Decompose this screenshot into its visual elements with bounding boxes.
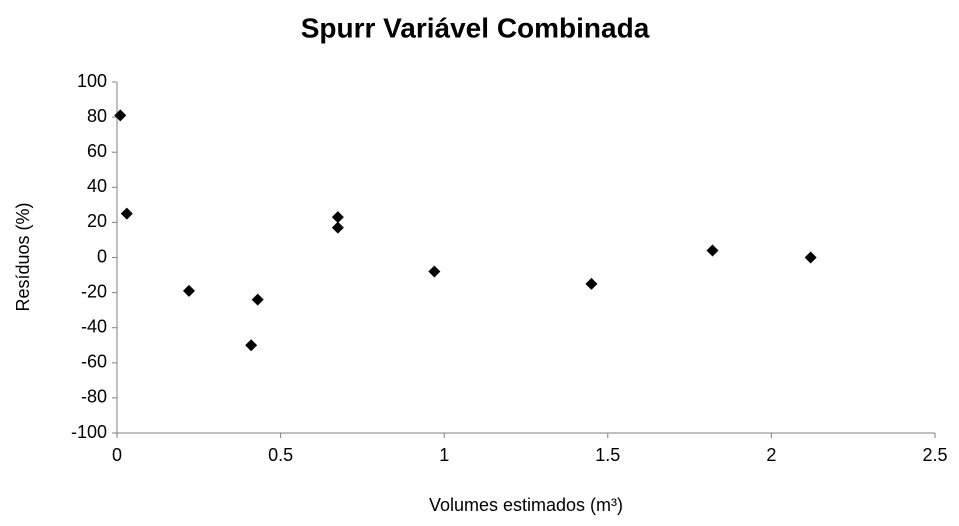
x-tick-label: 0.5 [268, 445, 293, 465]
y-tick-label: -100 [71, 422, 107, 442]
x-tick-label: 2 [766, 445, 776, 465]
y-tick-label: -20 [81, 281, 107, 301]
y-tick-label: 20 [87, 211, 107, 231]
point [114, 109, 127, 122]
y-tick-label: -80 [81, 387, 107, 407]
point [331, 211, 344, 224]
point [251, 293, 264, 306]
y-tick-label: 80 [87, 106, 107, 126]
point [120, 207, 133, 220]
y-tick-label: 0 [97, 246, 107, 266]
chart-title: Spurr Variável Combinada [301, 12, 650, 43]
point [706, 244, 719, 257]
y-tick-label: 40 [87, 176, 107, 196]
point [585, 277, 598, 290]
y-tick-label: -60 [81, 352, 107, 372]
x-tick-label: 2.5 [922, 445, 947, 465]
point [804, 251, 817, 264]
point [331, 221, 344, 234]
y-tick-label: 100 [77, 71, 107, 91]
y-tick-label: 60 [87, 141, 107, 161]
point [428, 265, 441, 278]
y-tick-label: -40 [81, 316, 107, 336]
point [182, 284, 195, 297]
x-tick-label: 1.5 [595, 445, 620, 465]
x-tick-label: 1 [439, 445, 449, 465]
point [245, 339, 258, 352]
x-tick-label: 0 [112, 445, 122, 465]
x-axis-label: Volumes estimados (m³) [429, 495, 623, 515]
y-axis-label: Resíduos (%) [13, 202, 33, 311]
